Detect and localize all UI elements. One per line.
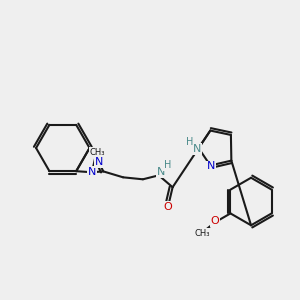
Text: N: N — [192, 144, 201, 154]
Text: O: O — [211, 216, 219, 226]
Text: H: H — [186, 137, 193, 147]
Text: N: N — [157, 167, 165, 177]
Text: N: N — [207, 161, 215, 172]
Text: N: N — [95, 157, 103, 167]
Text: H: H — [164, 160, 171, 170]
Text: O: O — [163, 202, 172, 212]
Text: CH₃: CH₃ — [89, 148, 105, 157]
Text: CH₃: CH₃ — [194, 229, 210, 238]
Text: N: N — [88, 167, 96, 177]
